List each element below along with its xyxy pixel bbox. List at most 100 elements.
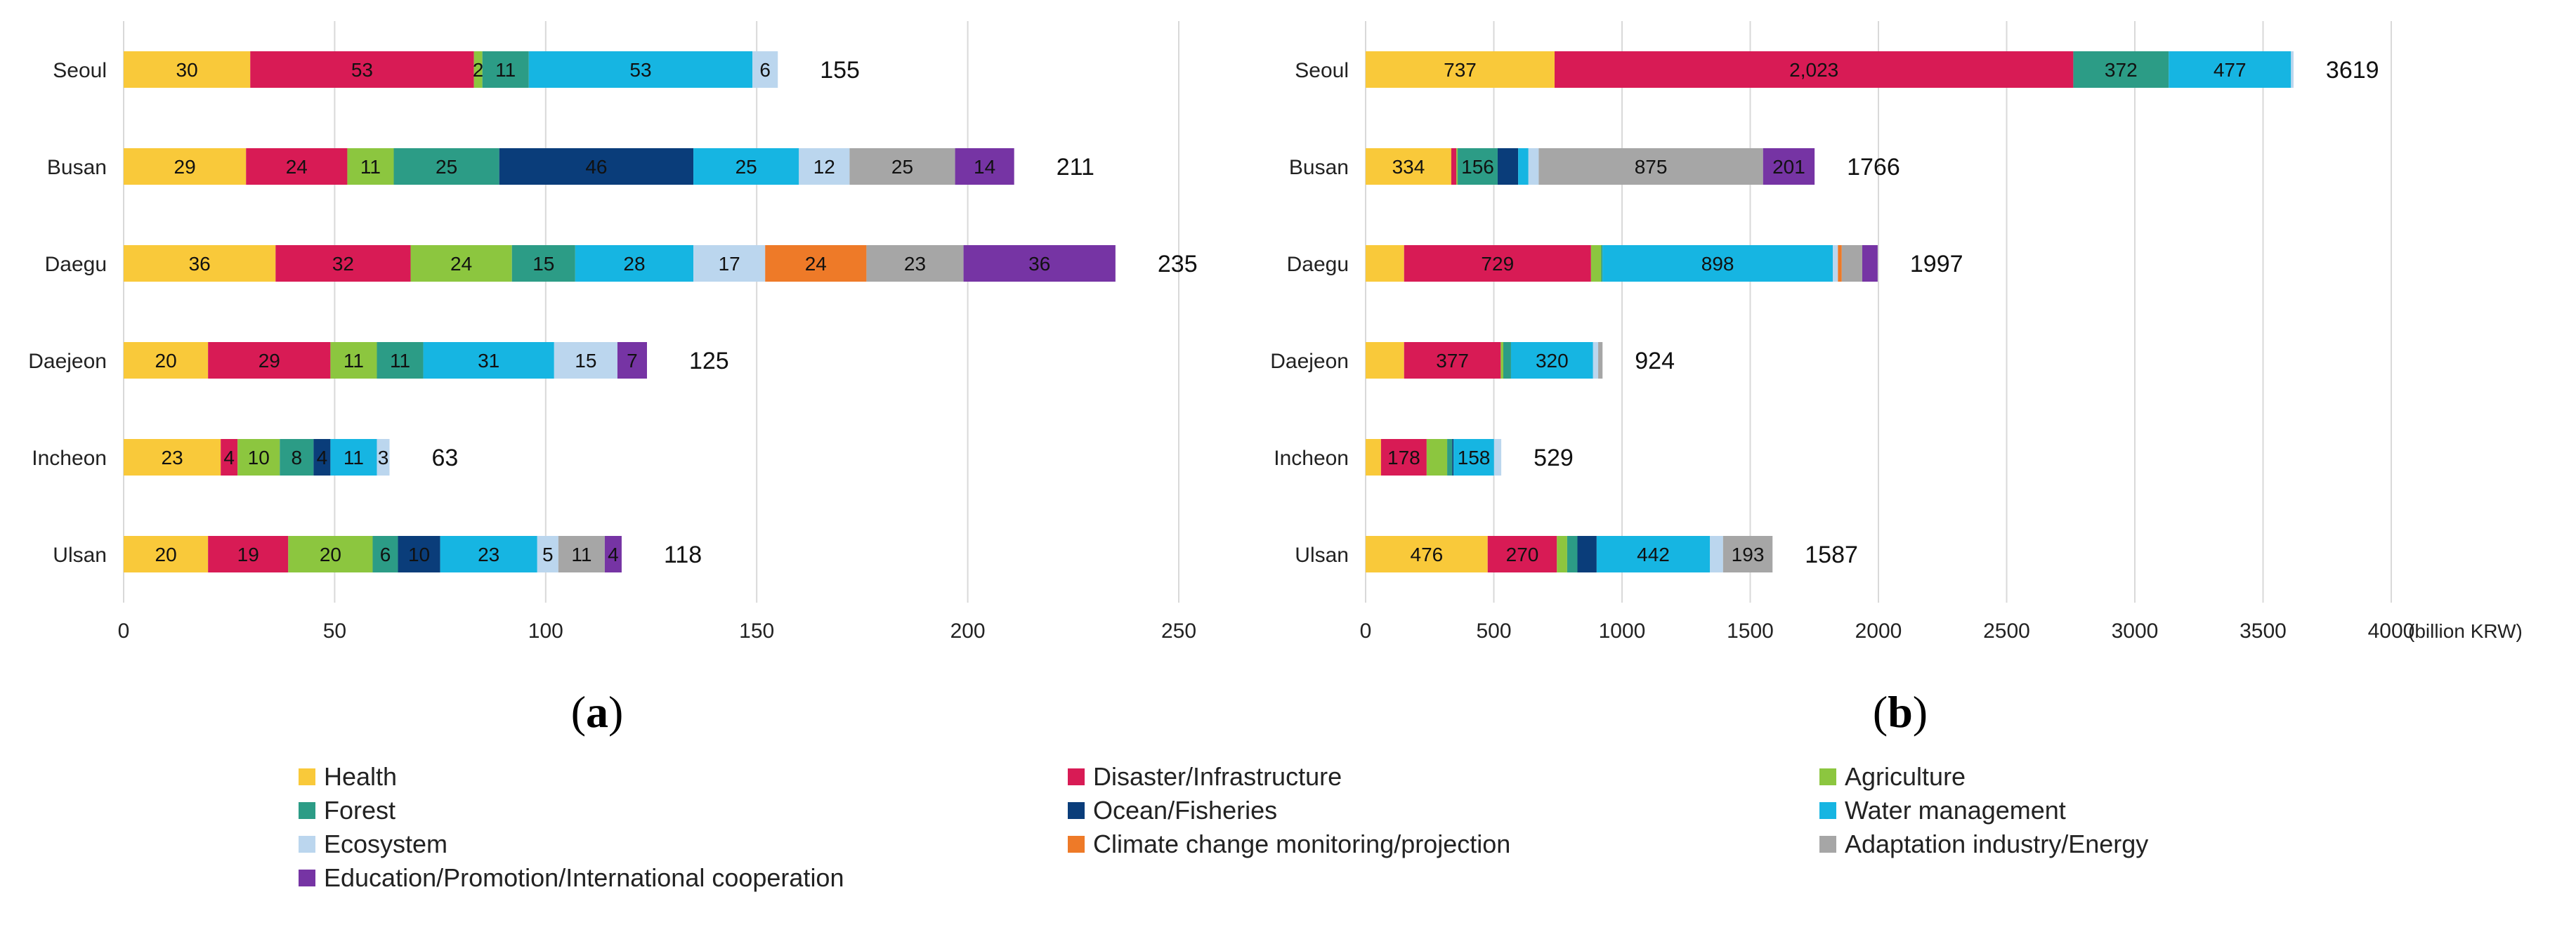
x-tick-label: 3500 (2240, 620, 2287, 643)
bar-segment (250, 51, 474, 88)
bar-segment (2073, 51, 2169, 88)
legend-label: Disaster/Infrastructure (1093, 762, 1342, 791)
bar-value-label: 46 (585, 156, 607, 178)
bar-value-label: 11 (360, 156, 381, 178)
category-label: Seoul (53, 59, 107, 82)
bar-segment (1453, 439, 1494, 476)
panel-label-letter: b (1888, 687, 1913, 737)
bar-value-label: 270 (1506, 544, 1539, 565)
bar-value-label: 53 (629, 59, 651, 81)
legend-label: Water management (1845, 796, 2066, 825)
category-label: Busan (47, 156, 107, 179)
legend-swatch (1068, 802, 1085, 819)
legend-swatch (1068, 768, 1085, 785)
x-tick-label: 2500 (1983, 620, 2030, 643)
bar-segment (288, 536, 373, 572)
bar-total-label: 125 (689, 348, 729, 374)
legend-swatch (299, 836, 315, 853)
bar-value-label: 6 (759, 59, 771, 81)
bar-value-label: 2 (473, 59, 484, 81)
legend-label: Forest (324, 796, 395, 825)
bar-segment (1366, 51, 1555, 88)
bar-segment (1452, 439, 1454, 476)
bar-segment (330, 439, 377, 476)
bar-segment (1366, 148, 1451, 185)
bar-total-label: 235 (1158, 251, 1198, 277)
legend-swatch (1068, 836, 1085, 853)
bar-segment (1501, 342, 1504, 379)
bar-segment (1593, 342, 1599, 379)
bar-segment (1451, 148, 1457, 185)
bar-segment (275, 245, 411, 282)
bar-segment (410, 245, 512, 282)
legend: Health Disaster/Infrastructure Agriculture… (299, 762, 2148, 892)
legend-swatch (1819, 836, 1836, 853)
category-label: Incheon (1274, 447, 1349, 470)
legend-swatch (299, 768, 315, 785)
bar-value-label: 29 (259, 350, 280, 372)
category-label: Ulsan (53, 544, 107, 567)
panel-label-paren: ( (1873, 687, 1888, 737)
bar-value-label: 875 (1635, 156, 1668, 178)
bar-segment (1366, 342, 1404, 379)
bar-value-label: 4 (608, 544, 619, 565)
bar-segment (537, 536, 558, 572)
bar-value-label: 20 (320, 544, 341, 565)
x-tick-label: 3000 (2112, 620, 2159, 643)
bar-segment (280, 439, 314, 476)
bar-segment (1456, 148, 1458, 185)
x-tick-label: 500 (1476, 620, 1511, 643)
bar-segment (377, 439, 390, 476)
bar-value-label: 320 (1536, 350, 1569, 372)
bar-segment (2169, 51, 2291, 88)
bar-segment (1528, 148, 1539, 185)
bar-segment (1518, 148, 1529, 185)
bar-value-label: 11 (344, 350, 364, 372)
bar-value-label: 11 (495, 59, 516, 81)
bar-segment (208, 342, 331, 379)
legend-label: Agriculture (1845, 762, 1966, 791)
x-tick-label: 250 (1161, 620, 1196, 643)
bar-value-label: 158 (1458, 447, 1491, 468)
bar-value-label: 28 (623, 253, 645, 275)
bar-value-label: 4 (317, 447, 328, 468)
bar-segment (558, 536, 605, 572)
bar-segment (1557, 536, 1567, 572)
bar-segment (330, 342, 377, 379)
bar-total-label: 924 (1635, 348, 1675, 374)
bar-segment (393, 148, 499, 185)
bar-segment (1722, 536, 1773, 572)
bar-value-label: 24 (450, 253, 472, 275)
bar-segment (237, 439, 280, 476)
bar-value-label: 729 (1481, 253, 1514, 275)
bar-total-label: 1587 (1805, 542, 1858, 568)
bar-value-label: 334 (1392, 156, 1425, 178)
bar-segment (246, 148, 348, 185)
bar-segment (799, 148, 850, 185)
legend-swatch (299, 802, 315, 819)
bar-segment (955, 148, 1014, 185)
bar-segment (313, 439, 331, 476)
bar-value-label: 737 (1444, 59, 1477, 81)
bar-segment (963, 245, 1116, 282)
bar-total-label: 118 (664, 542, 702, 568)
x-tick-label: 150 (739, 620, 774, 643)
bar-value-label: 11 (390, 350, 410, 372)
panel-label-letter: a (586, 687, 608, 737)
bar-value-label: 6 (380, 544, 391, 565)
panel-label-paren: ) (608, 687, 623, 737)
bar-segment (2291, 51, 2294, 88)
bar-value-label: 11 (344, 447, 364, 468)
bar-value-label: 25 (891, 156, 913, 178)
bar-segment (1596, 536, 1711, 572)
x-tick-label: 2000 (1855, 620, 1902, 643)
bar-value-label: 178 (1387, 447, 1420, 468)
bar-segment (347, 148, 394, 185)
category-label: Seoul (1295, 59, 1349, 82)
legend-label: Education/Promotion/International cooper… (324, 863, 844, 892)
bar-segment (440, 536, 537, 572)
bar-value-label: 23 (478, 544, 499, 565)
legend-label: Climate change monitoring/projection (1093, 830, 1510, 858)
bar-segment (1510, 342, 1593, 379)
bar-segment (124, 342, 209, 379)
